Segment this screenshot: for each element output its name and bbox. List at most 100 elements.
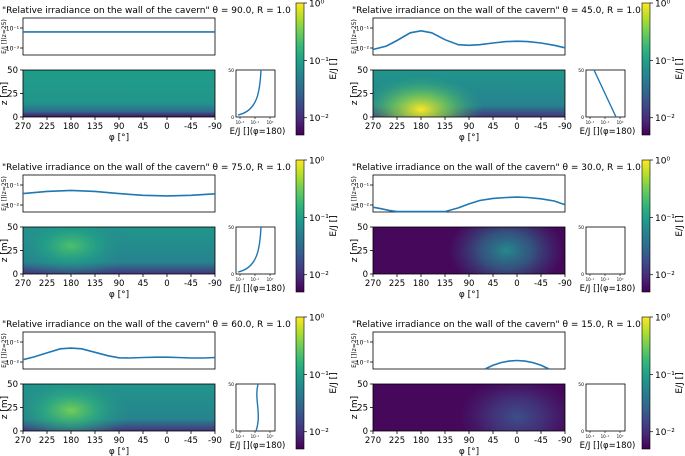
top-ylabel: E/J [](z=25) [1, 333, 8, 368]
side-xlabel: E/J [](φ=180) [230, 441, 286, 451]
colorbar-tick-label: 10⁰ [655, 314, 670, 324]
heatmap-ylabel: z [m] [350, 82, 360, 105]
top-ytick-label: 10⁻² [6, 203, 20, 210]
colorbar [295, 159, 305, 293]
colorbar-tick-label: 10⁰ [309, 314, 324, 324]
top-series-line [372, 196, 566, 213]
heatmap-ylabel: z [m] [0, 396, 10, 419]
colorbar [295, 2, 305, 136]
side-xtick-label: 10⁻² [586, 277, 595, 282]
heatmap-xtick-label: -45 [534, 122, 548, 132]
heatmap-ytick-label: 0 [363, 270, 368, 280]
side-xtick-label: 10⁻² [586, 120, 595, 125]
heatmap-xtick-label: 180 [413, 279, 429, 289]
heatmap-xtick-label: -45 [534, 279, 548, 289]
side-ytick-label: 0 [581, 429, 584, 435]
heatmap-ytick-label: 25 [357, 247, 368, 257]
colorbar-label: E/J [] [675, 215, 685, 236]
heatmap-xtick-label: 225 [389, 436, 405, 446]
heatmap-xtick-label: 45 [138, 279, 149, 289]
side-xtick-label: 10⁻¹ [601, 277, 610, 282]
top-series-line [22, 189, 216, 197]
heatmap-hotspot [373, 75, 483, 117]
side-ytick-label: 0 [581, 115, 584, 121]
side-xtick-label: 10⁰ [617, 120, 624, 125]
colorbar-tick-label: 10⁻¹ [655, 57, 675, 67]
heatmap-xtick-label: 180 [413, 436, 429, 446]
heatmap-xtick-label: 45 [138, 122, 149, 132]
side-xtick-label: 10⁻² [236, 277, 245, 282]
heatmap-ytick-label: 25 [357, 404, 368, 414]
top-ylabel: E/J [](z=25) [1, 176, 8, 211]
side-xtick-label: 10⁰ [267, 120, 274, 125]
heatmap-xtick-label: 135 [437, 436, 453, 446]
panel-title: "Relative irradiance on the wall of the … [2, 320, 291, 330]
heatmap-xlabel: φ [°] [109, 133, 129, 143]
colorbar-tick-label: 10⁻² [309, 271, 329, 281]
panel-3: "Relative irradiance on the wall of the … [350, 157, 685, 301]
side-xtick-label: 10⁻¹ [251, 434, 260, 439]
heatmap-xtick-label: 45 [138, 436, 149, 446]
heatmap-ytick-label: 0 [13, 427, 18, 437]
heatmap-xtick-label: -90 [558, 279, 572, 289]
heatmap-xtick-label: 90 [114, 436, 125, 446]
top-ytick-label: 10⁻² [6, 360, 20, 367]
heatmap-xtick-label: -90 [558, 122, 572, 132]
heatmap-xtick-label: 180 [63, 122, 79, 132]
heatmap-ylabel: z [m] [0, 239, 10, 262]
panel-5: "Relative irradiance on the wall of the … [350, 314, 685, 456]
heatmap-xtick-label: -90 [208, 279, 222, 289]
heatmap-xtick-label: 270 [365, 122, 381, 132]
heatmap-ytick-label: 0 [363, 427, 368, 437]
side-ytick-label: 50 [578, 68, 584, 74]
panel-0: "Relative irradiance on the wall of the … [0, 0, 339, 143]
heatmap-ytick-label: 0 [13, 270, 18, 280]
side-ytick-label: 0 [231, 429, 234, 435]
colorbar-tick-label: 10⁻¹ [655, 214, 675, 224]
heatmap-ytick-label: 50 [357, 223, 368, 233]
top-ylabel: E/J [](z=25) [351, 333, 358, 368]
heatmap-ytick-label: 50 [7, 223, 18, 233]
side-ytick-label: 50 [228, 225, 234, 231]
heatmap-ytick-label: 50 [357, 66, 368, 76]
side-xtick-label: 10⁻² [586, 434, 595, 439]
colorbar-tick-label: 10⁻¹ [655, 371, 675, 381]
heatmap-ytick-label: 50 [7, 380, 18, 390]
colorbar [295, 316, 305, 450]
top-ytick-label: 10⁻² [356, 360, 370, 367]
side-ytick-label: 50 [578, 225, 584, 231]
top-plot-frame [372, 331, 566, 370]
heatmap-hotspot [459, 384, 565, 431]
side-xtick-label: 10⁰ [267, 434, 274, 439]
side-xtick-label: 10⁰ [267, 277, 274, 282]
heatmap-ytick-label: 25 [7, 404, 18, 414]
heatmap-xtick-label: 135 [437, 122, 453, 132]
side-xtick-label: 10⁻¹ [601, 434, 610, 439]
top-plot-frame [372, 17, 566, 56]
heatmap-xtick-label: 225 [39, 122, 55, 132]
heatmap-xtick-label: 135 [87, 436, 103, 446]
heatmap-ytick-label: 50 [7, 66, 18, 76]
colorbar-label: E/J [] [675, 372, 685, 393]
side-plot-frame [235, 383, 276, 432]
heatmap-xtick-label: -45 [534, 436, 548, 446]
side-xlabel: E/J [](φ=180) [580, 127, 636, 137]
side-plot-frame [235, 226, 276, 275]
heatmap-xtick-label: 90 [464, 279, 475, 289]
side-xtick-label: 10⁰ [617, 434, 624, 439]
panel-title: "Relative irradiance on the wall of the … [352, 320, 641, 330]
heatmap-ylabel: z [m] [0, 82, 10, 105]
top-ytick-label: 10⁻³ [6, 46, 20, 53]
colorbar-tick-label: 10⁻¹ [309, 371, 329, 381]
top-plot-frame [22, 331, 216, 370]
side-ytick-label: 0 [231, 272, 234, 278]
heatmap-xtick-label: -45 [184, 279, 198, 289]
heatmap-ylabel: z [m] [350, 396, 360, 419]
top-ytick-label: 10⁻² [356, 203, 370, 210]
side-xlabel: E/J [](φ=180) [230, 284, 286, 294]
colorbar [641, 159, 651, 293]
top-ylabel: E/J [](z=25) [1, 19, 8, 54]
side-plot-frame [585, 226, 626, 275]
top-ytick-label: 10⁻¹ [356, 340, 370, 347]
